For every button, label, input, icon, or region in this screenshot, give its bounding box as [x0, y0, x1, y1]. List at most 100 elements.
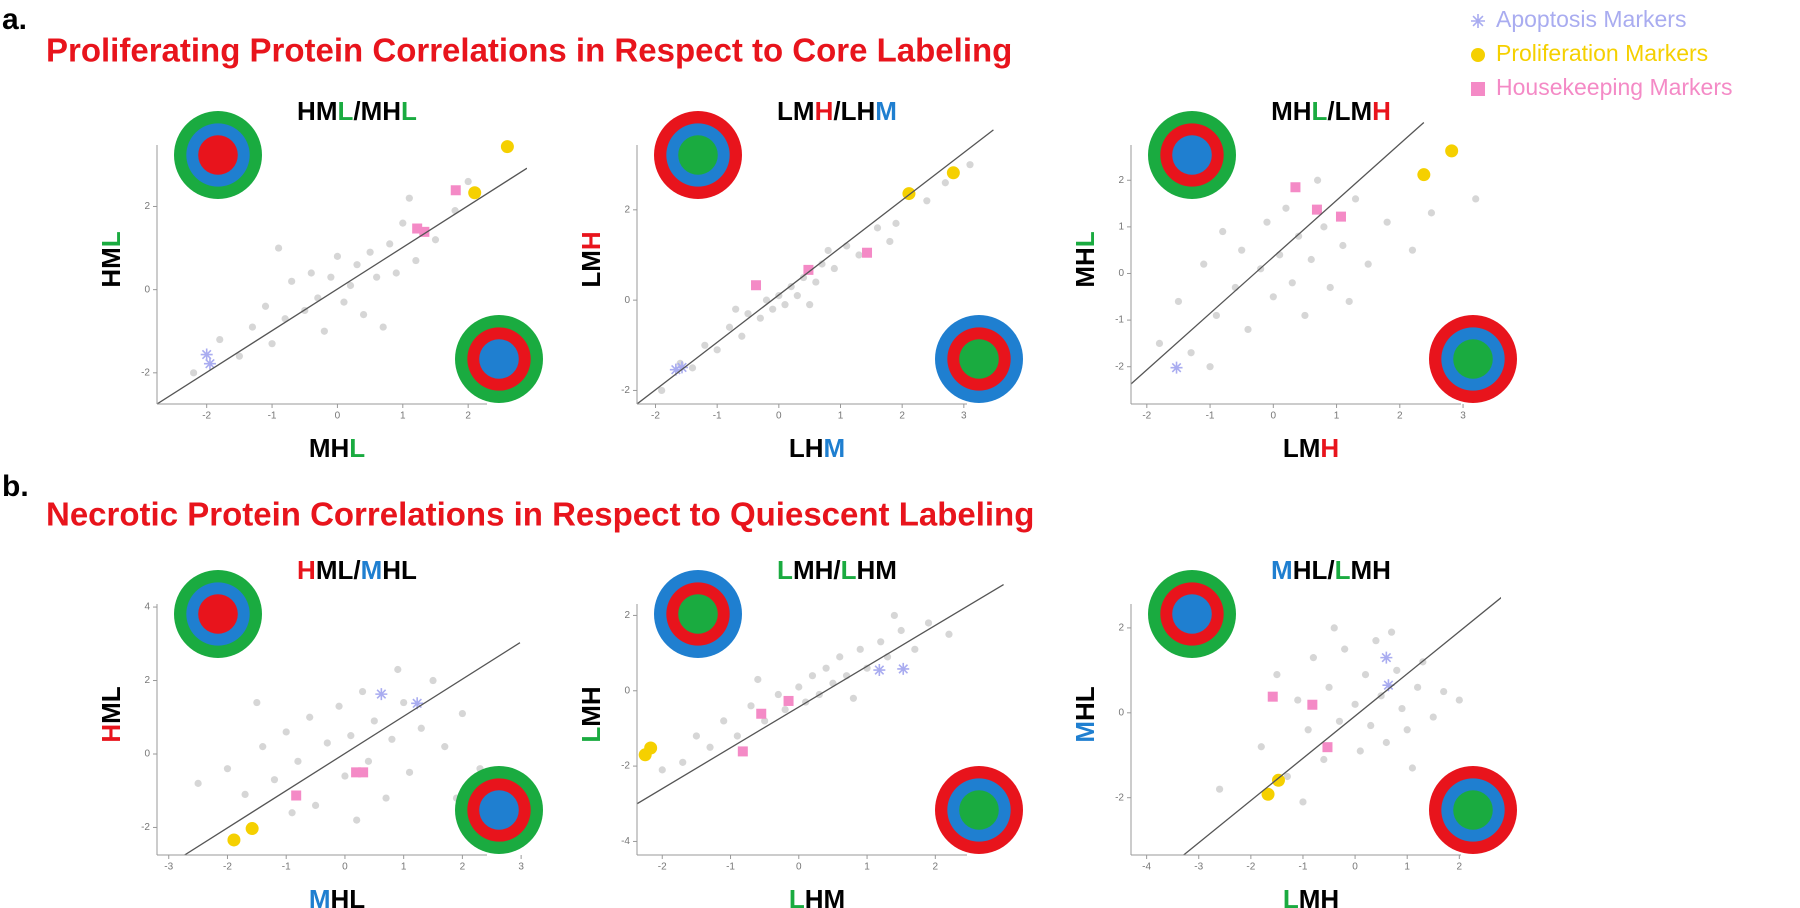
chart-title: HML/MHL	[297, 555, 417, 585]
marker	[353, 816, 361, 824]
marker	[1288, 279, 1296, 287]
marker	[382, 794, 390, 802]
marker	[806, 301, 814, 309]
y-tick-label: 0	[144, 284, 150, 295]
marker	[412, 256, 420, 265]
marker	[1320, 755, 1328, 764]
marker	[190, 369, 198, 377]
marker	[1307, 255, 1315, 264]
marker	[701, 341, 709, 349]
marker	[1429, 713, 1437, 721]
marker	[388, 735, 396, 743]
y-tick-label: 0	[144, 749, 150, 760]
marker	[1304, 726, 1312, 734]
marker	[1440, 687, 1448, 696]
marker	[1174, 297, 1183, 306]
x-tick-label: 3	[1460, 411, 1466, 422]
marker	[399, 219, 407, 227]
x-axis-label-part: M	[824, 433, 846, 463]
marker	[924, 619, 933, 627]
label-ring	[959, 790, 999, 830]
chart-title-part: LM	[777, 96, 815, 126]
marker	[359, 310, 368, 319]
marker	[429, 676, 437, 685]
marker	[358, 687, 367, 696]
x-tick-label: 0	[342, 862, 348, 873]
chart-title-part: L	[841, 555, 857, 585]
marker	[863, 664, 871, 672]
x-axis-label: LMH	[1283, 433, 1339, 463]
marker	[1215, 785, 1224, 793]
marker	[754, 675, 762, 684]
marker	[822, 664, 830, 672]
marker	[774, 690, 782, 699]
marker	[1261, 787, 1275, 801]
marker	[669, 363, 682, 376]
y-axis-label-part: L	[96, 231, 126, 247]
marker	[288, 809, 296, 817]
chart-title-part: H	[815, 96, 834, 126]
plot	[184, 642, 521, 855]
marker	[836, 653, 844, 661]
marker	[464, 177, 472, 186]
marker	[1364, 260, 1372, 268]
chart-title-part: HM	[297, 96, 337, 126]
marker	[824, 246, 832, 255]
chart-title-part: HL	[382, 555, 417, 585]
y-tick-label: -4	[621, 836, 630, 847]
label-ring	[479, 339, 519, 379]
x-tick-label: 0	[1352, 862, 1358, 873]
marker	[1187, 349, 1195, 357]
marker	[1263, 218, 1271, 226]
marker	[1361, 670, 1370, 679]
panel-label: a.	[2, 3, 27, 36]
marker	[1382, 738, 1390, 747]
y-tick-label: -2	[141, 822, 150, 833]
marker	[892, 219, 900, 227]
marker	[1295, 232, 1303, 240]
marker	[713, 346, 721, 354]
y-tick-label: 2	[624, 610, 630, 621]
marker	[1200, 260, 1208, 268]
marker	[261, 302, 270, 310]
marker	[1311, 204, 1322, 215]
y-axis-label: MHL	[1070, 231, 1100, 287]
x-tick-label: -2	[1142, 411, 1151, 422]
legend-marker	[1471, 48, 1485, 62]
x-tick-label: -1	[1206, 411, 1215, 422]
chart-title-part: M	[1271, 555, 1293, 585]
marker	[358, 767, 369, 778]
marker	[1271, 773, 1285, 787]
x-tick-label: 2	[465, 411, 471, 422]
marker	[1294, 696, 1302, 704]
marker	[412, 223, 423, 234]
x-tick-label: 1	[400, 411, 406, 422]
y-axis-label: LMH	[576, 231, 606, 287]
marker	[886, 237, 894, 246]
x-axis-label-part: LM	[1283, 433, 1321, 463]
marker	[405, 194, 413, 202]
y-tick-label: -2	[141, 367, 150, 378]
marker	[706, 743, 714, 751]
marker	[248, 323, 257, 331]
x-tick-label: 0	[776, 411, 782, 422]
x-axis-label: LHM	[789, 433, 845, 463]
y-axis-label-part: H	[96, 724, 126, 743]
marker	[353, 261, 361, 269]
trend-line	[1183, 596, 1501, 855]
marker	[1351, 195, 1360, 203]
y-axis-label-part: HM	[96, 247, 126, 287]
marker	[737, 746, 748, 757]
x-axis-label: LMH	[1283, 884, 1339, 908]
marker	[500, 140, 514, 154]
chart-title: HML/MHL	[297, 96, 417, 126]
marker	[1408, 246, 1417, 254]
marker	[1238, 246, 1246, 254]
label-ring	[678, 594, 718, 634]
y-tick-label: 0	[624, 295, 630, 306]
marker	[241, 790, 249, 798]
chart-title-part: M	[361, 555, 383, 585]
marker	[450, 185, 461, 196]
marker	[323, 739, 331, 747]
marker	[468, 186, 482, 200]
